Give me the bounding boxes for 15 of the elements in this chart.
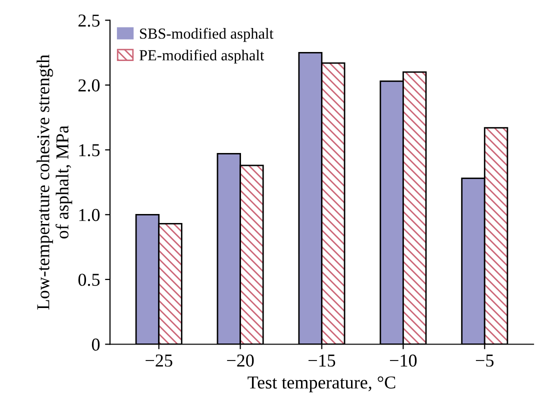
y-tick-label: 1.5 (79, 144, 100, 156)
x-axis-title: Test temperature, °C (248, 376, 396, 392)
y-tick-label: 1.0 (79, 208, 100, 222)
y-tick-label: 0.5 (78, 274, 100, 286)
x-tick-label: −20 (227, 354, 254, 367)
legend-label: PE-modified asphalt (139, 50, 264, 64)
y-axis-title: Low-temperature cohesive strength of asphalt, MPa (36, 54, 72, 310)
y-tick-label: 2.0 (78, 79, 100, 92)
legend-label: SBS-modified asphalt (140, 28, 274, 42)
x-tick-label: −25 (146, 354, 172, 367)
y-tick-label: 2.5 (78, 14, 100, 27)
y-tick-label: 0 (92, 338, 100, 351)
x-tick-label: −5 (476, 354, 494, 367)
x-tick-label: −15 (308, 354, 336, 367)
x-tick-label: −10 (390, 354, 417, 367)
